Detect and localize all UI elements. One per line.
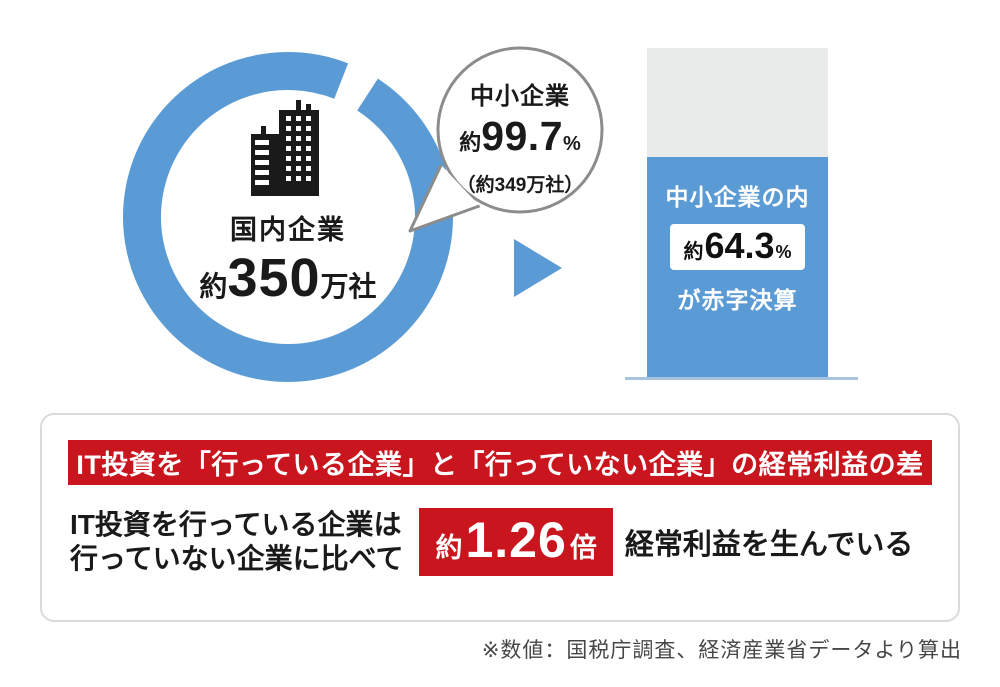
panel-row: IT投資を行っている企業は 行っていない企業に比べて 約 1.26 倍 経常利益を生…	[70, 508, 938, 576]
donut-value-prefix: 約	[199, 271, 228, 302]
donut-ring-segment	[122, 51, 453, 382]
stat-box: 約 1.26 倍	[419, 508, 613, 576]
it-investment-panel: IT投資を「行っている企業」と「行っていない企業」の経常利益の差 IT投資を行っ…	[40, 413, 960, 622]
callout-value-prefix: 約	[459, 130, 482, 155]
callout-text: 中小企業 約99.7% （約349万社）	[435, 76, 605, 197]
bar-baseline	[625, 377, 858, 380]
donut-value: 約350万社	[158, 249, 418, 321]
callout-bubble-circle	[436, 46, 604, 214]
stat-prefix: 約	[435, 533, 463, 563]
donut-title: 国内企業	[230, 215, 346, 245]
donut-value-suffix: 万社	[320, 271, 377, 302]
stat-suffix: 倍	[569, 533, 597, 563]
donut-chart	[122, 51, 453, 382]
callout-category: 中小企業	[470, 83, 570, 110]
bar-top-label: 中小企業の内	[665, 184, 810, 210]
callout-value-unit: %	[563, 133, 581, 155]
panel-line2: 行っていない企業に比べて	[70, 543, 404, 574]
bar-value-badge: 約 64.3%	[670, 224, 805, 270]
bar-remainder-segment	[647, 48, 828, 157]
callout-value: 約99.7%	[435, 113, 605, 169]
callout-value-number: 99.7	[481, 113, 564, 159]
bar-value-unit: %	[775, 242, 792, 262]
buildings-icon	[251, 100, 319, 196]
panel-line1: IT投資を行っている企業は	[70, 509, 402, 540]
panel-conclusion: 経常利益を生んでいる	[624, 529, 914, 561]
bar-deficit-segment: 中小企業の内 約 64.3% が赤字決算	[647, 157, 828, 377]
bar-bottom-label: が赤字決算	[677, 287, 798, 313]
right-arrow-icon	[514, 239, 562, 297]
panel-header: IT投資を「行っている企業」と「行っていない企業」の経常利益の差	[68, 440, 932, 485]
callout-bubble-tail	[408, 164, 481, 233]
bar-value-prefix: 約	[683, 241, 704, 263]
bar-value-number: 64.3	[704, 225, 775, 266]
donut-label: 国内企業 約350万社	[158, 208, 418, 321]
stat-value: 1.26	[465, 512, 567, 568]
callout-note: （約349万社）	[456, 175, 584, 196]
donut-value-number: 350	[227, 248, 321, 308]
panel-lines: IT投資を行っている企業は 行っていない企業に比べて	[70, 508, 403, 576]
footnote: ※数値：国税庁調査、経済産業省データより算出	[481, 639, 962, 662]
callout-bubble	[408, 46, 604, 233]
